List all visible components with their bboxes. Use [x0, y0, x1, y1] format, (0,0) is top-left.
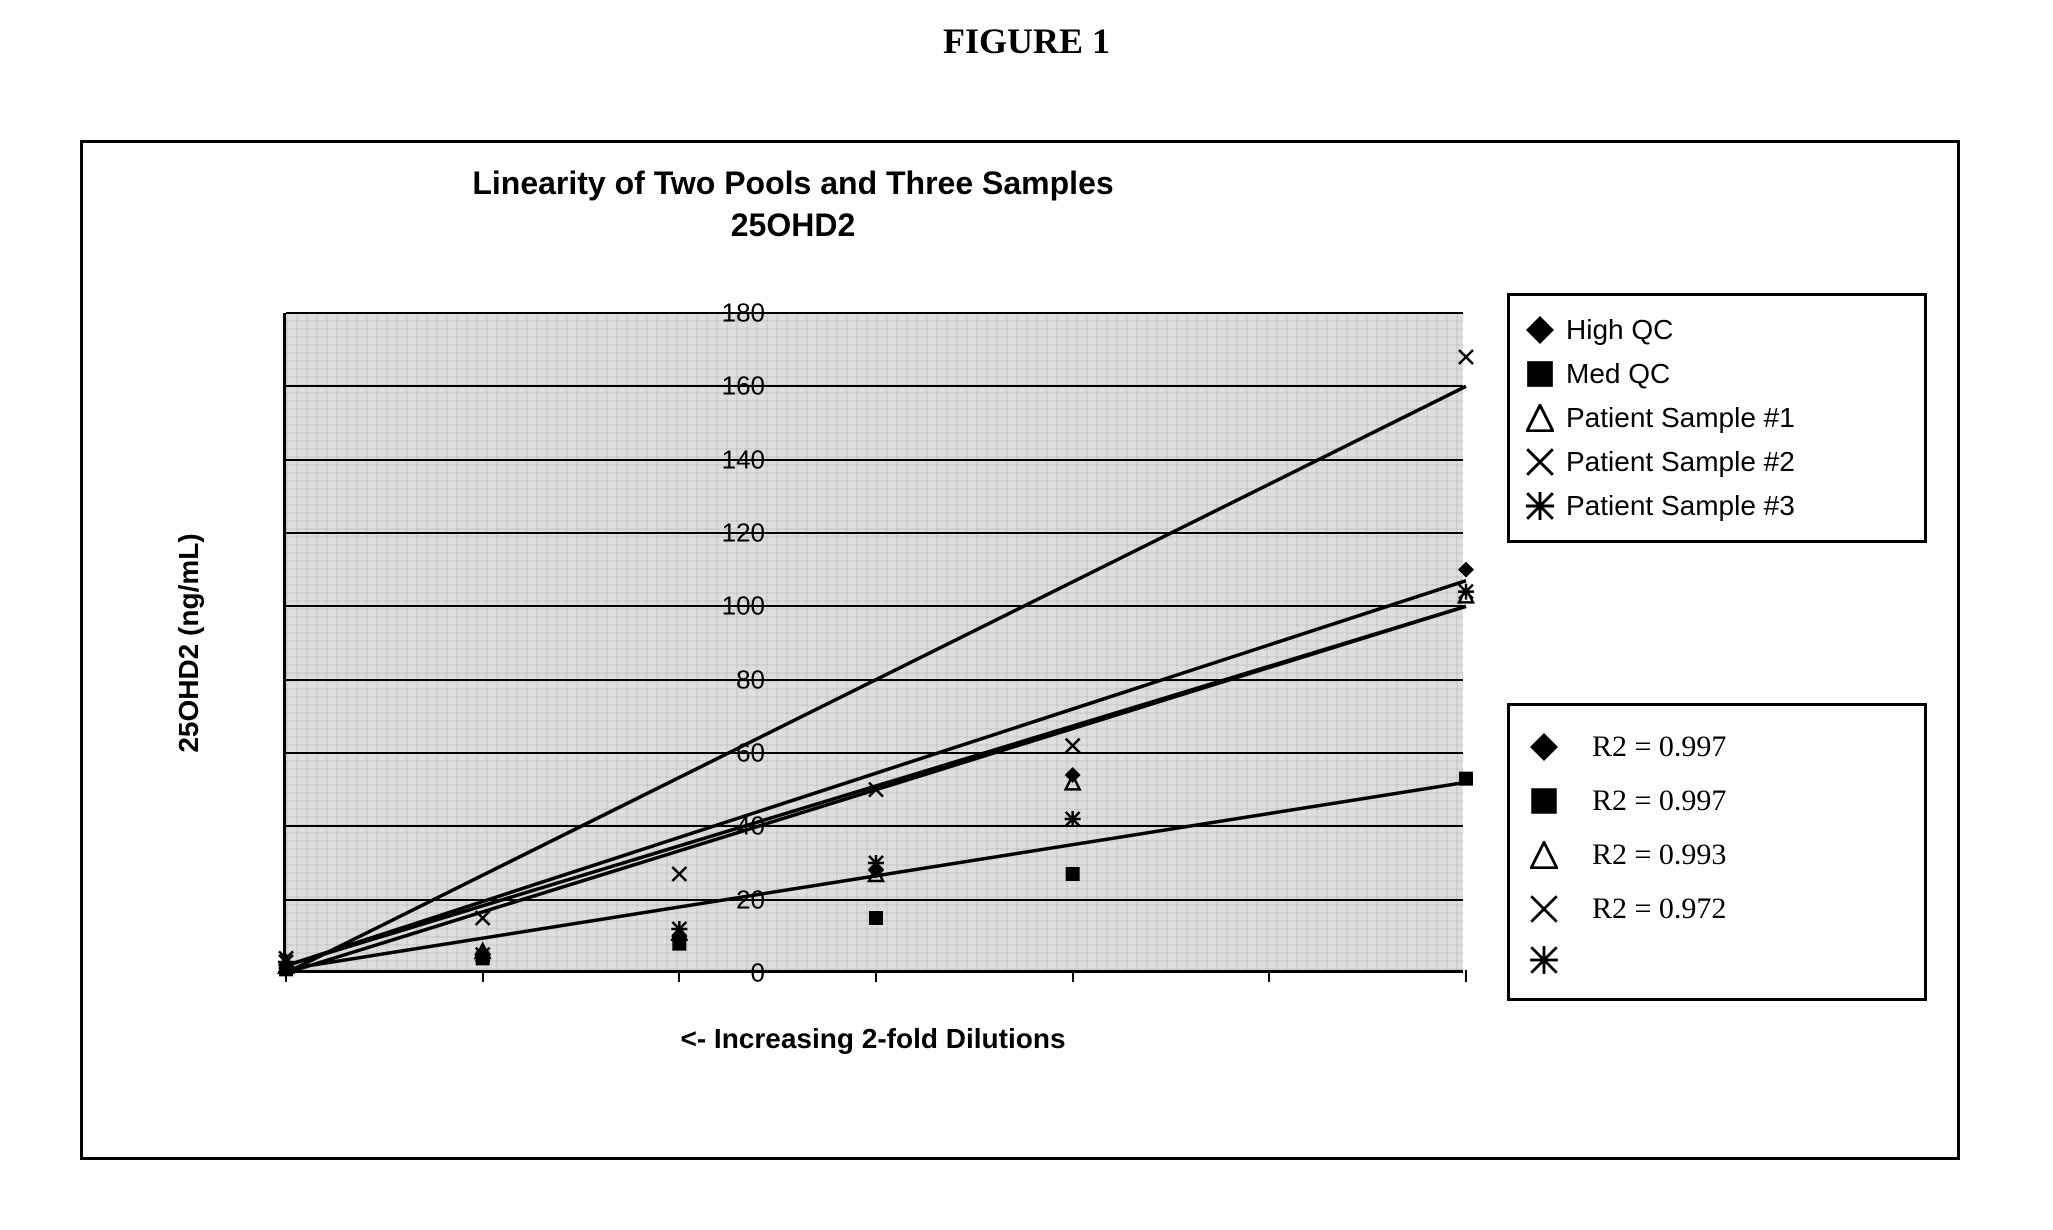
gridline-h: [286, 825, 1463, 827]
series-marker: [1066, 867, 1080, 881]
legend-r2: R2 = 0.997 R2 = 0.997 R2 = 0.993 R2 = 0.97…: [1507, 703, 1927, 1001]
legend-r2-row: [1530, 936, 1904, 984]
chart-title-line2: 25OHD2: [731, 207, 856, 243]
series-marker: [475, 947, 491, 963]
legend-series-row: High QC: [1526, 308, 1908, 352]
legend-series: High QC Med QC Patient Sample #1 Patient S…: [1507, 293, 1927, 543]
gridline-h: [286, 752, 1463, 754]
xtick: [482, 970, 484, 982]
legend-r2-label: R2 = 0.997: [1592, 784, 1726, 818]
series-marker: [278, 954, 294, 970]
ytick-label: 40: [736, 811, 765, 842]
plot-area: [283, 313, 1463, 973]
ytick-label: 180: [722, 298, 765, 329]
series-marker: [1066, 739, 1080, 753]
series-marker: [1458, 562, 1474, 578]
chart-title: Linearity of Two Pools and Three Samples…: [83, 163, 1503, 246]
xtick: [678, 970, 680, 982]
legend-series-label: Patient Sample #2: [1566, 446, 1795, 478]
ytick-label: 100: [722, 591, 765, 622]
legend-r2-row: R2 = 0.997: [1530, 720, 1904, 774]
gridline-h: [286, 605, 1463, 607]
y-axis-label: 25OHD2 (ng/mL): [173, 533, 205, 752]
legend-series-row: Patient Sample #1: [1526, 396, 1908, 440]
series-fit-line: [286, 581, 1466, 966]
xtick: [1268, 970, 1270, 982]
ytick-label: 120: [722, 518, 765, 549]
gridline-h: [286, 532, 1463, 534]
gridline-h: [286, 459, 1463, 461]
series-marker: [869, 911, 883, 925]
legend-r2-label: R2 = 0.972: [1592, 892, 1726, 926]
ytick-label: 80: [736, 664, 765, 695]
ytick-label: 160: [722, 371, 765, 402]
series-marker: [672, 867, 686, 881]
xtick: [285, 970, 287, 982]
xtick: [875, 970, 877, 982]
series-marker: [671, 921, 687, 937]
legend-series-label: Patient Sample #3: [1566, 490, 1795, 522]
chart-svg: [286, 313, 1463, 970]
legend-series-row: Patient Sample #2: [1526, 440, 1908, 484]
series-marker: [1459, 350, 1473, 364]
ytick-label: 0: [751, 958, 765, 989]
ytick-label: 20: [736, 884, 765, 915]
legend-r2-label: R2 = 0.993: [1592, 838, 1726, 872]
gridline-h: [286, 312, 1463, 314]
gridline-h: [286, 899, 1463, 901]
gridline-h: [286, 679, 1463, 681]
series-marker: [868, 855, 884, 871]
legend-r2-label: R2 = 0.997: [1592, 730, 1726, 764]
legend-r2-row: R2 = 0.972: [1530, 882, 1904, 936]
series-marker: [1458, 584, 1474, 600]
xtick: [1072, 970, 1074, 982]
chart-title-line1: Linearity of Two Pools and Three Samples: [472, 165, 1113, 201]
series-fit-line: [286, 782, 1466, 969]
xtick: [1465, 970, 1467, 982]
chart-frame: Linearity of Two Pools and Three Samples…: [80, 140, 1960, 1160]
x-axis-label: <- Increasing 2-fold Dilutions: [283, 1023, 1463, 1055]
legend-r2-row: R2 = 0.997: [1530, 774, 1904, 828]
gridline-h: [286, 385, 1463, 387]
legend-series-row: Med QC: [1526, 352, 1908, 396]
legend-series-label: High QC: [1566, 314, 1673, 346]
legend-r2-row: R2 = 0.993: [1530, 828, 1904, 882]
series-marker: [1459, 772, 1473, 786]
legend-series-label: Patient Sample #1: [1566, 402, 1795, 434]
legend-series-label: Med QC: [1566, 358, 1670, 390]
ytick-label: 140: [722, 444, 765, 475]
legend-series-row: Patient Sample #3: [1526, 484, 1908, 528]
ytick-label: 60: [736, 738, 765, 769]
figure-label: FIGURE 1: [943, 20, 1110, 62]
